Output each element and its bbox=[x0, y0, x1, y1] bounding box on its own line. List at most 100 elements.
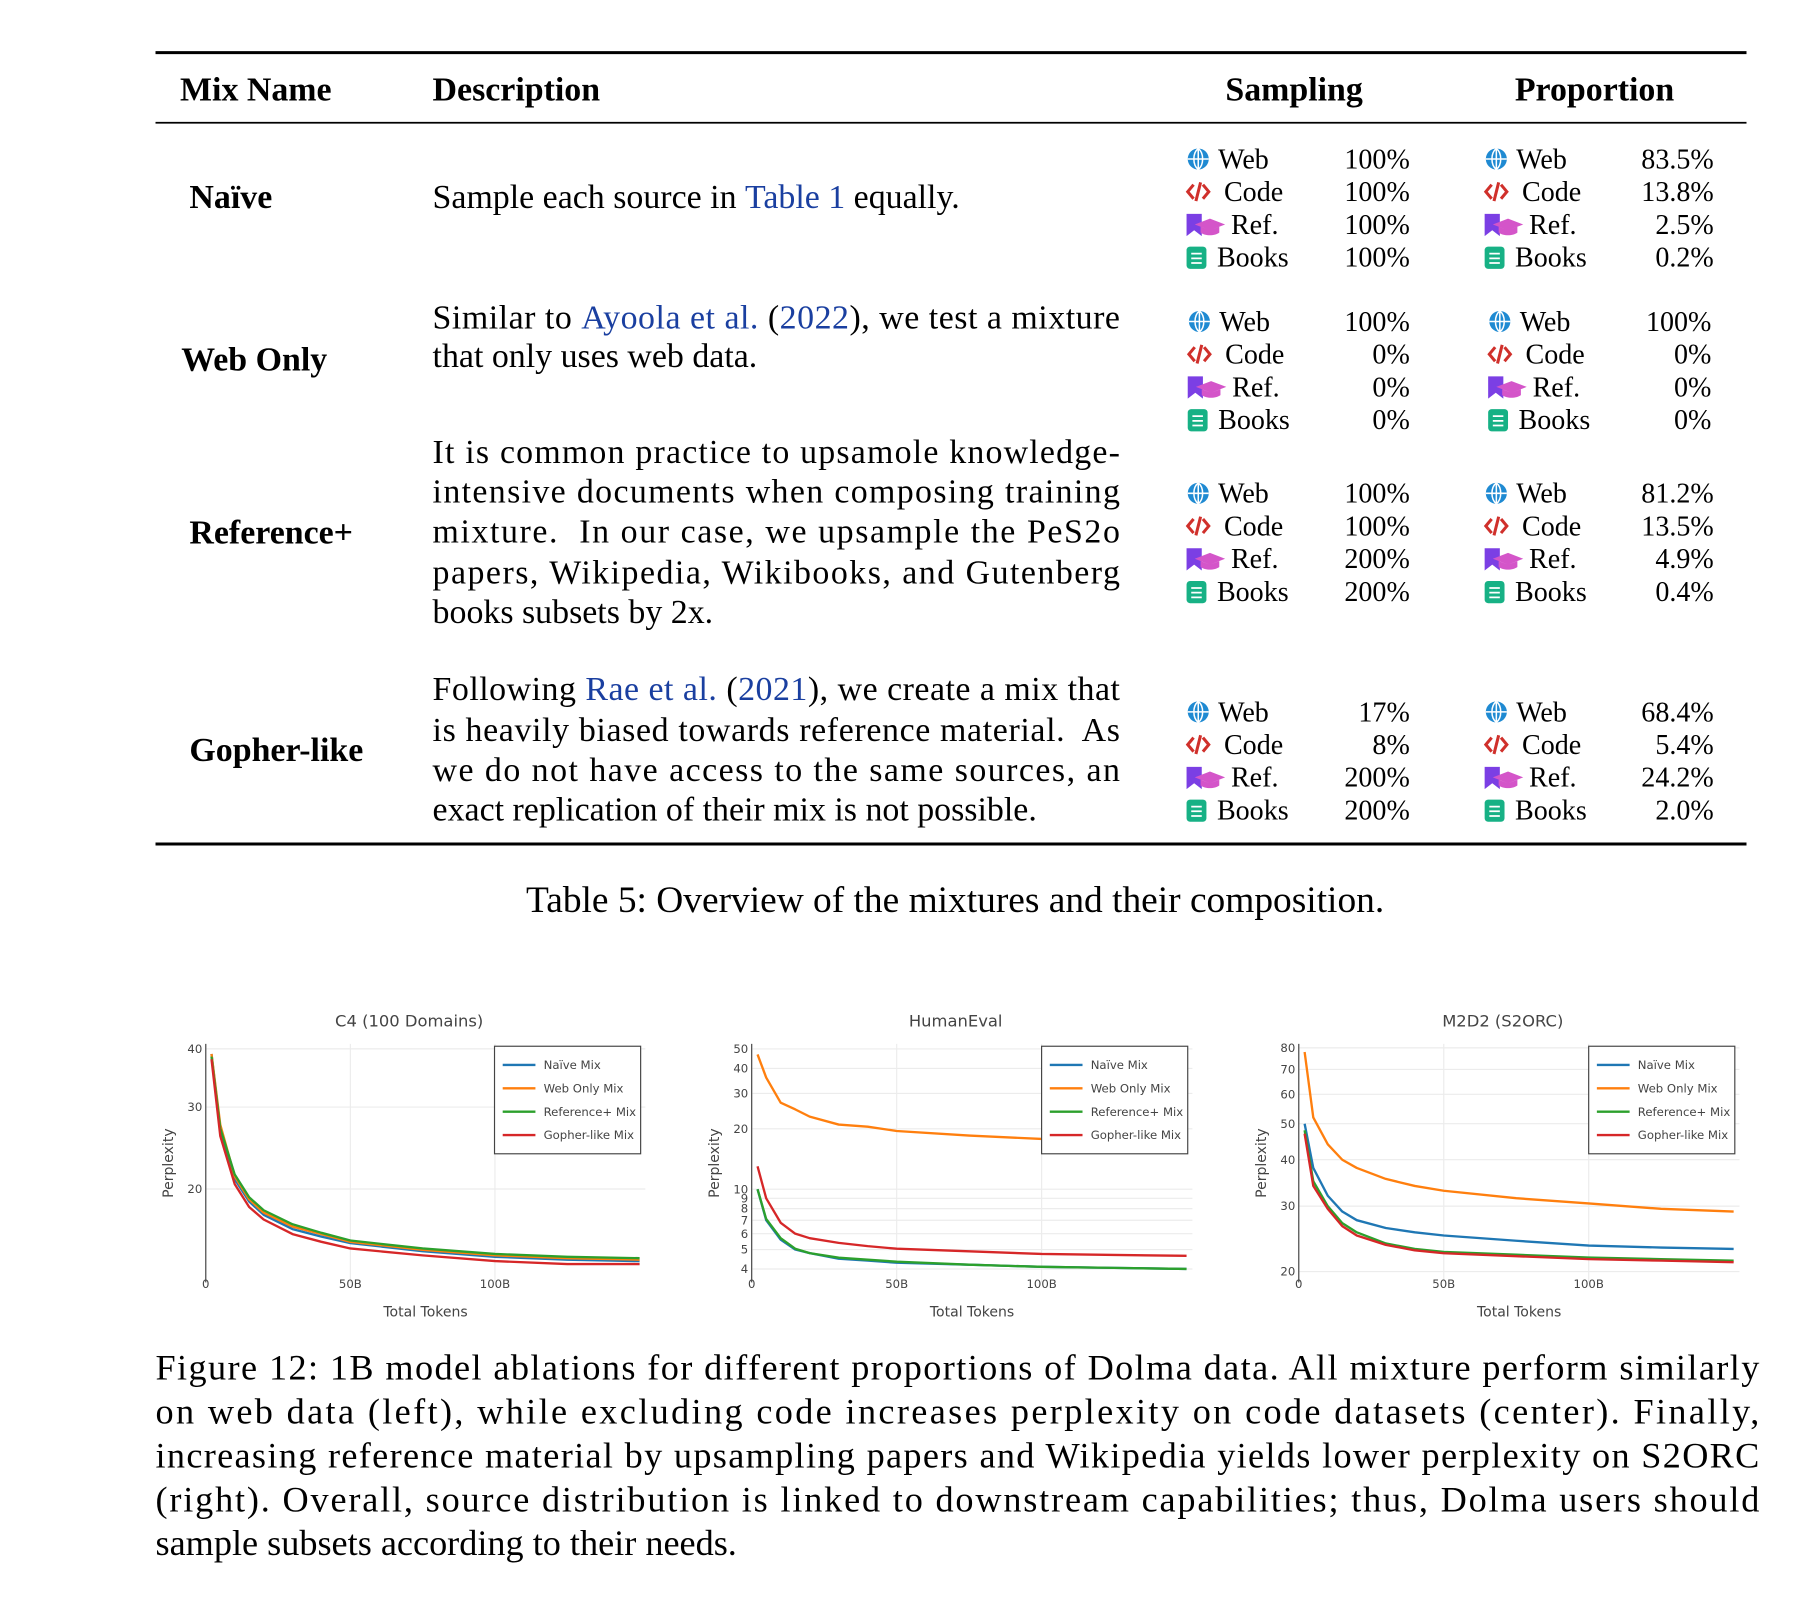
legend-label: Naïve Mix bbox=[544, 1058, 601, 1072]
source-icon bbox=[1488, 409, 1509, 432]
proportion-value: 2.5% bbox=[1655, 210, 1713, 241]
sampling-value: 100% bbox=[1344, 210, 1409, 241]
description-text: mixture. In our case, we upsample the Pe… bbox=[433, 513, 1120, 550]
cap-icon bbox=[1492, 218, 1524, 236]
description-line: exact replication of their mix is not po… bbox=[433, 792, 1037, 829]
code-icon bbox=[1487, 344, 1513, 364]
description-text: ( bbox=[759, 299, 779, 336]
series-line bbox=[210, 1056, 640, 1260]
source-label: Code bbox=[1224, 177, 1283, 208]
description-line: Sample each source in Table 1 equally. bbox=[433, 179, 960, 216]
y-tick-label: 80 bbox=[1280, 1041, 1295, 1055]
proportion-value: 13.8% bbox=[1641, 177, 1713, 208]
globe-lines bbox=[1485, 147, 1507, 171]
x-tick-label: 0 bbox=[748, 1277, 755, 1291]
y-tick-label: 20 bbox=[187, 1182, 202, 1196]
source-label: Ref. bbox=[1231, 210, 1279, 241]
y-tick-label: 6 bbox=[741, 1227, 748, 1241]
source-label: Ref. bbox=[1529, 544, 1577, 575]
x-tick-label: 50B bbox=[885, 1277, 908, 1291]
source-icon bbox=[1187, 482, 1209, 505]
legend-label: Gopher-like Mix bbox=[544, 1128, 634, 1142]
source-icon bbox=[1186, 213, 1226, 237]
cap-icon bbox=[1492, 771, 1524, 789]
y-axis-label: Perplexity bbox=[707, 1128, 723, 1197]
source-icon bbox=[1483, 181, 1509, 202]
sampling-value: 100% bbox=[1344, 144, 1409, 175]
source-label: Books bbox=[1515, 795, 1587, 826]
y-tick-label: 40 bbox=[187, 1042, 202, 1056]
description-line: papers, Wikipedia, Wikibooks, and Gutenb… bbox=[433, 554, 1120, 591]
source-icon bbox=[1185, 734, 1211, 755]
book-lines bbox=[1191, 587, 1202, 599]
sampling-value: 100% bbox=[1344, 243, 1409, 274]
proportion-value: 13.5% bbox=[1641, 511, 1713, 542]
proportion-value: 0% bbox=[1674, 405, 1711, 436]
source-label: Ref. bbox=[1232, 372, 1280, 403]
figure-caption-line: on web data (left), while excluding code… bbox=[156, 1391, 1760, 1431]
source-icon bbox=[1186, 344, 1212, 364]
sampling-value: 0% bbox=[1372, 405, 1409, 436]
sampling-value: 200% bbox=[1344, 795, 1409, 826]
cap-icon bbox=[1194, 771, 1226, 789]
globe-lines bbox=[1187, 482, 1209, 505]
series-line bbox=[1303, 1130, 1734, 1262]
sampling-value: 200% bbox=[1344, 763, 1409, 794]
y-tick-label: 40 bbox=[1280, 1153, 1295, 1167]
sampling-value: 8% bbox=[1372, 730, 1409, 761]
description-text: Following bbox=[433, 671, 585, 708]
description-line: books subsets by 2x. bbox=[433, 594, 714, 631]
source-label: Ref. bbox=[1231, 763, 1279, 794]
source-label: Books bbox=[1515, 577, 1587, 608]
description-text: ), we test a mixture bbox=[850, 299, 1120, 336]
citation-link: 2021 bbox=[738, 671, 807, 708]
source-icon bbox=[1485, 700, 1507, 724]
source-icon bbox=[1485, 147, 1507, 171]
y-tick-label: 30 bbox=[1280, 1199, 1295, 1213]
x-tick-label: 100B bbox=[1026, 1277, 1056, 1291]
description-text: books subsets by 2x. bbox=[433, 594, 714, 631]
sampling-value: 100% bbox=[1344, 177, 1409, 208]
description-text: equally. bbox=[845, 179, 960, 216]
proportion-value: 100% bbox=[1646, 307, 1711, 338]
description-line: that only uses web data. bbox=[433, 338, 758, 375]
code-icon bbox=[1483, 181, 1509, 202]
source-label: Ref. bbox=[1533, 372, 1581, 403]
source-icon bbox=[1483, 516, 1509, 536]
description-text: is heavily biased towards reference mate… bbox=[433, 712, 1120, 749]
figure-caption-line: Figure 12: 1B model ablations for differ… bbox=[156, 1347, 1760, 1387]
sampling-value: 200% bbox=[1344, 577, 1409, 608]
book-lines bbox=[1492, 415, 1504, 427]
legend-label: Naïve Mix bbox=[1091, 1058, 1148, 1072]
y-axis-label: Perplexity bbox=[1254, 1128, 1270, 1197]
source-icon bbox=[1489, 310, 1511, 333]
x-tick-label: 0 bbox=[202, 1277, 209, 1291]
source-label: Web bbox=[1516, 479, 1567, 510]
description-text: papers, Wikipedia, Wikibooks, and Gutenb… bbox=[433, 554, 1120, 591]
code-icon bbox=[1483, 516, 1509, 536]
source-icon bbox=[1187, 376, 1227, 399]
y-tick-label: 30 bbox=[733, 1087, 748, 1101]
source-label: Books bbox=[1218, 405, 1290, 436]
bookmark-icon bbox=[1484, 548, 1500, 571]
source-icon bbox=[1484, 213, 1524, 237]
code-icon bbox=[1185, 181, 1211, 202]
book-lines bbox=[1191, 805, 1202, 817]
source-label: Books bbox=[1515, 243, 1587, 274]
book-lines bbox=[1489, 587, 1500, 599]
description-line: we do not have access to the same source… bbox=[433, 752, 1120, 789]
cap-icon bbox=[1194, 218, 1226, 236]
y-tick-label: 50 bbox=[733, 1042, 748, 1056]
description-line: is heavily biased towards reference mate… bbox=[433, 712, 1120, 749]
source-icon bbox=[1187, 409, 1208, 432]
source-label: Web bbox=[1218, 697, 1269, 728]
source-icon bbox=[1187, 147, 1209, 171]
series-line bbox=[1303, 1051, 1734, 1213]
description-text: ( bbox=[717, 671, 737, 708]
source-label: Code bbox=[1522, 730, 1581, 761]
proportion-value: 68.4% bbox=[1641, 697, 1713, 728]
sampling-value: 100% bbox=[1344, 307, 1409, 338]
y-tick-label: 70 bbox=[1280, 1063, 1295, 1077]
series-line bbox=[756, 1188, 1187, 1271]
series-line bbox=[756, 1188, 1187, 1271]
